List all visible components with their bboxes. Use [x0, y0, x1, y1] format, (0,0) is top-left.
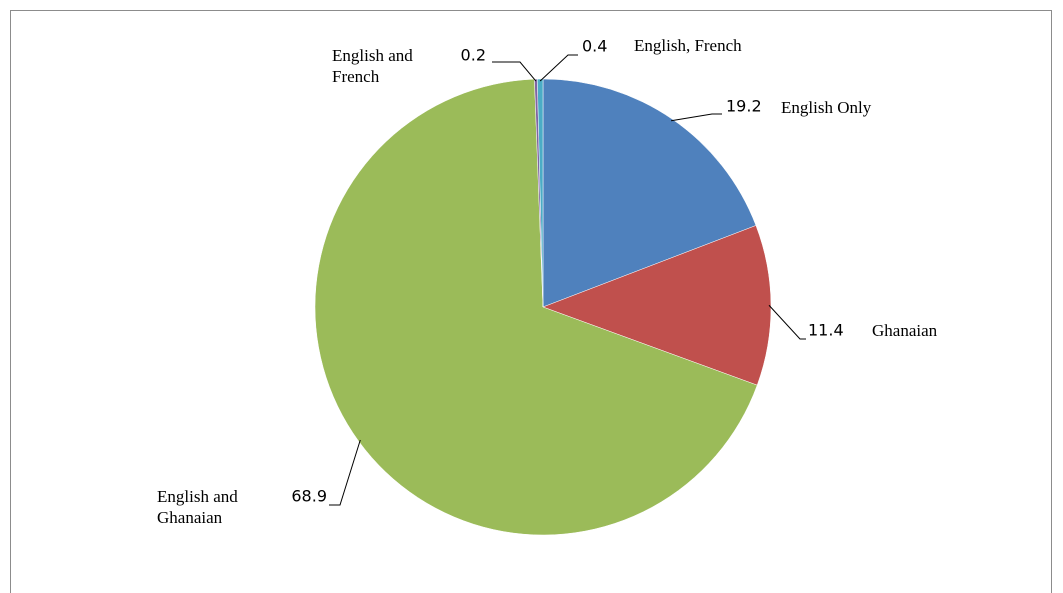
category-label: Ghanaian	[872, 321, 938, 340]
category-label: English and Ghanaian	[157, 487, 238, 527]
leader-line	[768, 304, 806, 340]
category-label: English Only	[781, 98, 872, 117]
leader-line	[329, 439, 361, 506]
value-label: 0.2	[461, 46, 486, 65]
value-label: 0.4	[582, 37, 607, 56]
category-label: English and French	[332, 46, 413, 86]
pie-slice	[542, 225, 772, 386]
leader-line	[492, 61, 537, 82]
leader-line	[539, 54, 578, 82]
category-label: English, French	[634, 36, 742, 55]
leader-line	[671, 113, 722, 122]
value-label: 11.4	[808, 321, 844, 340]
pie-slice	[314, 78, 758, 536]
value-label: 68.9	[291, 487, 327, 506]
value-label: 19.2	[726, 97, 762, 116]
pie-slice	[542, 78, 757, 308]
